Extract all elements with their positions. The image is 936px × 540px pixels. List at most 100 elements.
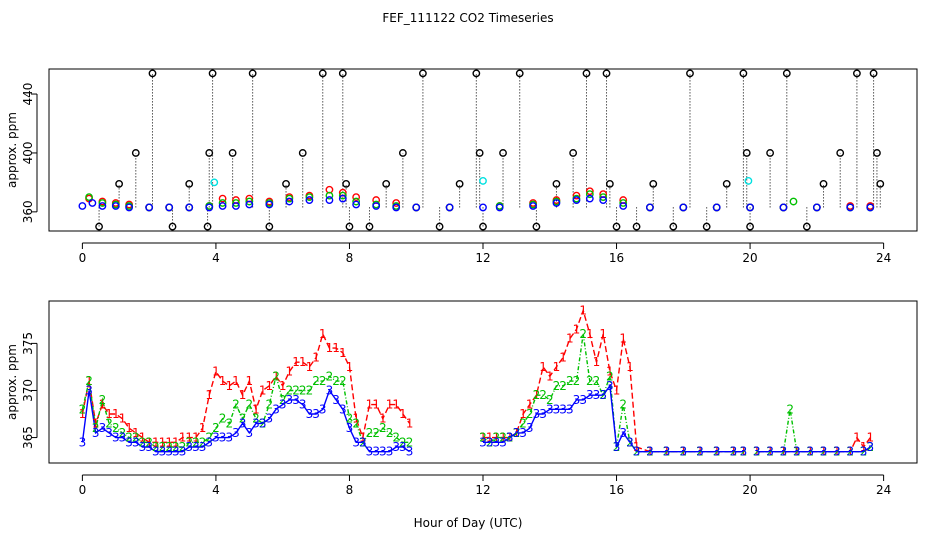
point-cyan: [744, 177, 753, 185]
point-label-1: 1: [559, 351, 567, 365]
point-label-3: 3: [546, 402, 554, 416]
point-label-3: 3: [579, 393, 587, 407]
point-black: [782, 69, 791, 78]
point-red: [352, 193, 361, 202]
point-label-2: 2: [145, 435, 153, 449]
point-blue: [585, 194, 594, 203]
point-label-2: 2: [866, 440, 874, 454]
point-label-3: 3: [99, 421, 107, 435]
point-label-1: 1: [179, 431, 187, 445]
x-tick-label: 0: [79, 483, 87, 497]
point-label-1: 1: [526, 398, 534, 412]
point-label-1: 1: [312, 351, 320, 365]
point-label-3: 3: [266, 412, 274, 426]
top-plot-frame: [48, 68, 918, 232]
point-label-2: 2: [559, 379, 567, 393]
point-label-2: 2: [352, 416, 360, 430]
point-label-1: 1: [299, 355, 307, 369]
point-black: [472, 69, 481, 78]
point-label-1: 1: [346, 360, 354, 374]
point-label-3: 3: [860, 445, 868, 459]
point-label-2: 2: [366, 426, 374, 440]
point-blue: [218, 202, 227, 210]
point-label-1: 1: [79, 407, 87, 421]
point-label-2: 2: [486, 435, 494, 449]
point-label-2: 2: [586, 374, 594, 388]
point-label-2: 2: [199, 435, 207, 449]
point-label-2: 2: [626, 435, 634, 449]
top-panel: approx. ppm 0 4 8 12 16 20 24 360 400 440: [5, 68, 918, 265]
point-label-2: 2: [566, 374, 574, 388]
point-label-3: 3: [326, 383, 334, 397]
bottom-x-axis: 0 4 8 12 16 20 24: [79, 474, 891, 497]
point-black: [208, 69, 217, 78]
point-label-2: 2: [513, 426, 521, 440]
point-black: [282, 179, 290, 188]
point-label-2: 2: [406, 435, 414, 449]
point-black: [398, 149, 407, 157]
point-label-1: 1: [119, 412, 127, 426]
point-blue: [846, 203, 855, 212]
point-label-1: 1: [399, 407, 407, 421]
point-green: [305, 193, 314, 202]
point-label-1: 1: [753, 445, 761, 459]
x-axis-label: Hour of Day (UTC): [414, 516, 523, 530]
point-label-2: 2: [245, 398, 253, 412]
point-label-3: 3: [553, 402, 561, 416]
point-label-3: 3: [272, 402, 280, 416]
point-label-2: 2: [499, 431, 507, 445]
point-blue: [812, 203, 821, 212]
point-black: [766, 149, 775, 157]
y-tick-label: 440: [21, 83, 35, 106]
point-label-2: 2: [713, 445, 721, 459]
point-label-2: 2: [179, 440, 187, 454]
point-label-2: 2: [139, 435, 147, 449]
point-label-1: 1: [172, 435, 180, 449]
bottom-series-lines: [81, 308, 871, 453]
point-label-1: 1: [219, 374, 227, 388]
point-label-1: 1: [663, 445, 671, 459]
point-label-1: 1: [493, 431, 501, 445]
point-label-2: 2: [252, 412, 260, 426]
point-label-3: 3: [533, 407, 541, 421]
point-label-3: 3: [85, 383, 93, 397]
point-label-2: 2: [105, 416, 113, 430]
point-label-3: 3: [245, 426, 253, 440]
point-label-3: 3: [179, 445, 187, 459]
bottom-y-axis: 365 370 375: [21, 332, 38, 449]
point-label-1: 1: [159, 435, 167, 449]
point-label-3: 3: [286, 393, 294, 407]
point-label-3: 3: [633, 445, 641, 459]
point-red: [585, 187, 594, 196]
point-black: [632, 222, 641, 231]
point-label-1: 1: [860, 440, 868, 454]
point-red: [572, 191, 581, 200]
point-label-3: 3: [352, 435, 360, 449]
point-label-3: 3: [192, 440, 200, 454]
point-label-3: 3: [132, 435, 140, 449]
point-label-3: 3: [573, 393, 581, 407]
point-label-1: 1: [232, 374, 240, 388]
point-blue: [572, 196, 581, 204]
point-black: [569, 149, 578, 157]
point-label-3: 3: [386, 445, 394, 459]
point-label-3: 3: [225, 431, 233, 445]
bottom-y-axis-label: approx. ppm: [5, 344, 19, 420]
point-label-2: 2: [519, 416, 527, 430]
point-label-3: 3: [606, 379, 614, 393]
point-black: [131, 149, 140, 157]
point-label-3: 3: [730, 445, 738, 459]
point-blue: [111, 202, 120, 210]
point-green: [232, 199, 240, 207]
point-label-3: 3: [539, 407, 547, 421]
y-tick-label: 400: [21, 141, 35, 164]
point-label-1: 1: [506, 431, 514, 445]
point-black: [722, 179, 731, 188]
point-black: [649, 179, 658, 188]
point-label-1: 1: [579, 303, 587, 317]
point-label-3: 3: [205, 435, 213, 449]
point-label-2: 2: [663, 445, 671, 459]
